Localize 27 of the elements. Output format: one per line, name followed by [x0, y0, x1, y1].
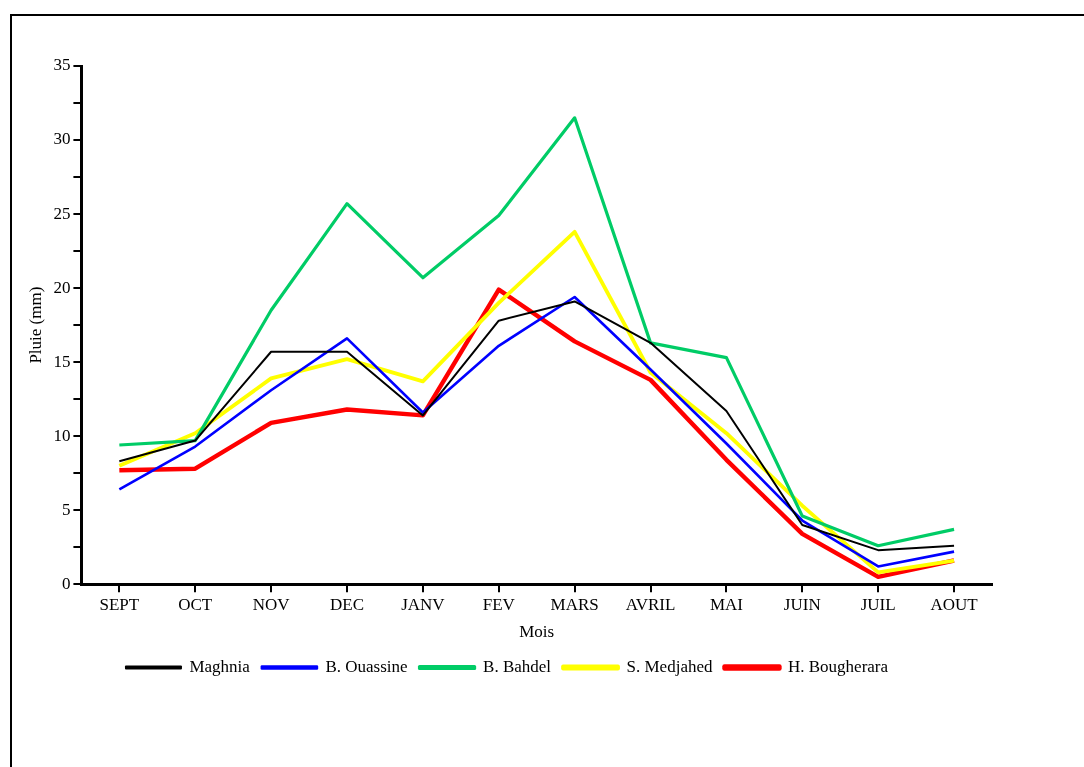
x-tick-label: JUIL: [860, 594, 896, 614]
x-tick-label: FEV: [482, 594, 516, 614]
legend-label: B. Ouassine: [325, 656, 408, 676]
legend-label: H. Bougherara: [787, 656, 889, 676]
x-axis-title: Mois: [519, 622, 555, 642]
x-tick-label: AOUT: [930, 594, 979, 614]
x-tick-label: DEC: [329, 594, 364, 614]
legend-label: Maghnia: [189, 656, 251, 676]
y-tick-label: 35: [53, 55, 71, 75]
y-axis-title: Pluie (mm): [25, 286, 45, 364]
x-tick-label: MAI: [709, 594, 744, 614]
y-tick-label: 10: [53, 425, 71, 445]
y-tick-label: 0: [61, 573, 71, 593]
x-tick-label: SEPT: [99, 594, 140, 614]
legend-label: S. Medjahed: [626, 656, 713, 676]
x-tick-label: OCT: [178, 594, 213, 614]
x-tick-label: MARS: [550, 594, 599, 614]
x-tick-label: JANV: [401, 594, 446, 614]
x-tick-label: JUIN: [783, 594, 821, 614]
y-tick-label: 15: [53, 351, 71, 371]
x-tick-label: AVRIL: [625, 594, 676, 614]
y-tick-label: 25: [53, 203, 71, 223]
legend-label: B. Bahdel: [483, 656, 552, 676]
y-tick-label: 30: [53, 129, 71, 149]
x-tick-label: NOV: [252, 594, 291, 614]
y-tick-label: 20: [53, 277, 71, 297]
y-tick-label: 5: [61, 499, 71, 519]
